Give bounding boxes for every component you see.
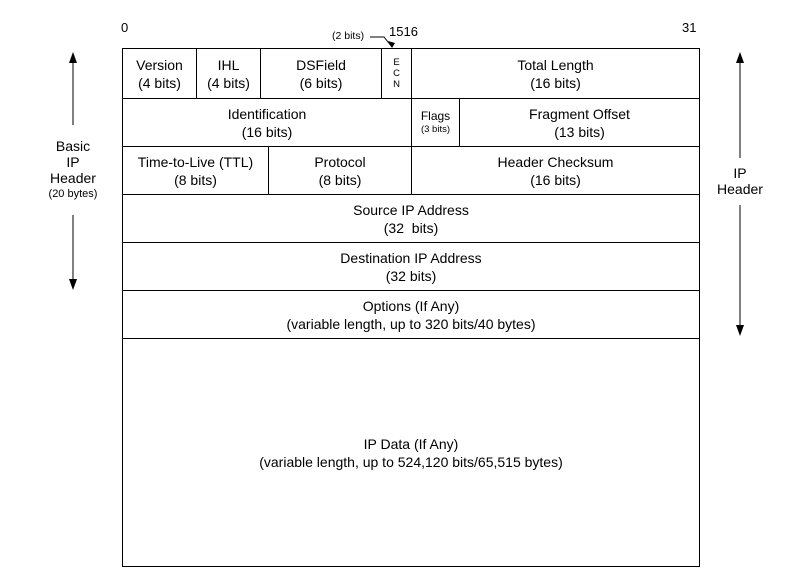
ttl-size: (8 bits)	[174, 171, 217, 188]
source-ip-field: Source IP Address (32 bits)	[123, 195, 700, 243]
fragment-offset-name: Fragment Offset	[529, 105, 630, 122]
header-checksum-field: Header Checksum (16 bits)	[412, 147, 700, 195]
ip-data-field: IP Data (If Any) (variable length, up to…	[123, 339, 700, 567]
ihl-size: (4 bits)	[207, 74, 250, 91]
ip-data-size: (variable length, up to 524,120 bits/65,…	[259, 453, 563, 470]
protocol-field: Protocol (8 bits)	[269, 147, 412, 195]
version-size: (4 bits)	[138, 74, 181, 91]
flags-field: Flags (3 bits)	[412, 99, 460, 147]
ecn-e: E	[393, 57, 400, 68]
identification-name: Identification	[227, 105, 307, 122]
total-length-name: Total Length	[517, 56, 594, 73]
ip-label: IP	[66, 154, 80, 170]
fragment-offset-field: Fragment Offset (13 bits)	[460, 99, 700, 147]
flags-name: Flags	[420, 109, 451, 123]
ip-data-name: IP Data (If Any)	[363, 435, 459, 452]
fragment-offset-size: (13 bits)	[554, 123, 605, 140]
header-label-right: Header	[717, 181, 763, 197]
dsfield-field: DSField (6 bits)	[261, 49, 382, 99]
options-field: Options (If Any) (variable length, up to…	[123, 291, 700, 339]
destination-ip-field: Destination IP Address (32 bits)	[123, 243, 700, 291]
source-ip-name: Source IP Address	[353, 201, 469, 218]
source-ip-size: (32 bits)	[383, 219, 439, 236]
bit-position-0: 0	[121, 20, 129, 35]
flags-size: (3 bits)	[420, 124, 451, 135]
bit-position-31: 31	[682, 20, 697, 35]
version-field: Version (4 bits)	[123, 49, 197, 99]
total-length-field: Total Length (16 bits)	[412, 49, 700, 99]
protocol-name: Protocol	[314, 153, 366, 170]
header-label: Header	[50, 170, 96, 186]
ecn-n: N	[393, 79, 400, 90]
twenty-bytes-label: (20 bytes)	[48, 188, 98, 200]
ecn-c: C	[393, 68, 400, 79]
identification-size: (16 bits)	[241, 123, 293, 140]
ecn-field: E C N	[382, 49, 412, 99]
ip-packet-diagram: Version (4 bits) IHL (4 bits) DSField (6…	[122, 48, 700, 567]
ttl-name: Time-to-Live (TTL)	[137, 153, 254, 170]
bit-position-15-16: 1516	[389, 24, 418, 39]
options-name: Options (If Any)	[362, 297, 460, 314]
identification-field: Identification (16 bits)	[123, 99, 412, 147]
ihl-name: IHL	[217, 56, 240, 73]
ttl-field: Time-to-Live (TTL) (8 bits)	[123, 147, 269, 195]
options-size: (variable length, up to 320 bits/40 byte…	[286, 315, 536, 332]
total-length-size: (16 bits)	[530, 74, 581, 91]
version-name: Version	[136, 56, 183, 73]
dsfield-size: (6 bits)	[299, 74, 343, 91]
ip-label-right: IP	[733, 165, 747, 181]
header-checksum-name: Header Checksum	[497, 153, 614, 170]
basic-ip-header-label: Basic IP Header (20 bytes)	[36, 138, 110, 202]
ip-header-label: IP Header	[710, 165, 770, 197]
header-checksum-size: (16 bits)	[530, 171, 581, 188]
dsfield-name: DSField	[296, 56, 346, 73]
destination-ip-name: Destination IP Address	[340, 249, 482, 266]
ecn-width-note: (2 bits)	[332, 30, 365, 42]
basic-label: Basic	[55, 138, 91, 154]
destination-ip-size: (32 bits)	[385, 267, 437, 284]
protocol-size: (8 bits)	[318, 171, 362, 188]
ihl-field: IHL (4 bits)	[197, 49, 261, 99]
